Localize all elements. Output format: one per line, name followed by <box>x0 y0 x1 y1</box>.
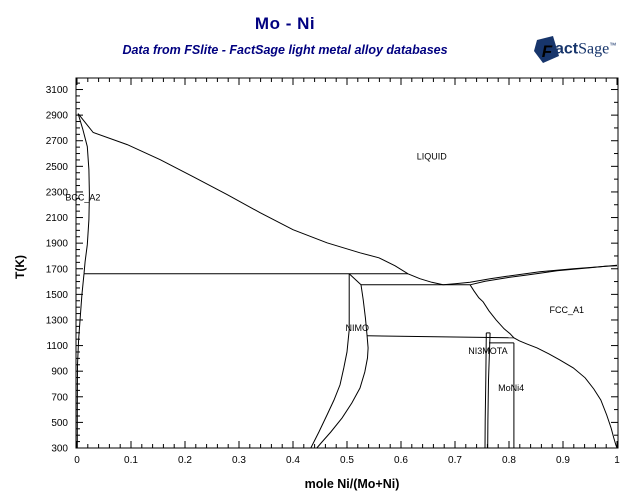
x-tick-label: 0.3 <box>232 455 246 466</box>
curve-fcc-solvus <box>469 284 618 449</box>
x-tick-label: 0.1 <box>124 455 138 466</box>
x-tick-label: 0.4 <box>286 455 300 466</box>
y-tick-label: 900 <box>51 367 68 378</box>
logo-f-letter: F <box>542 42 553 61</box>
y-tick-label: 3100 <box>46 85 69 96</box>
y-tick-label: 1900 <box>46 239 69 250</box>
x-tick-label: 0.8 <box>502 455 516 466</box>
plot-frame <box>75 77 619 449</box>
phase-label-moni4: MoNi4 <box>498 383 524 393</box>
y-tick-label: 1100 <box>46 341 68 352</box>
factsage-logo-icon: F <box>534 36 559 63</box>
x-tick-label: 0.2 <box>178 455 192 466</box>
y-tick-label: 2300 <box>46 187 69 198</box>
y-tick-label: 2100 <box>46 213 69 224</box>
y-tick-label: 1700 <box>46 264 69 275</box>
x-tick-label: 0.7 <box>448 455 462 466</box>
y-tick-label: 700 <box>51 392 68 403</box>
page-title: Mo - Ni <box>254 14 316 33</box>
y-tick-label: 2500 <box>46 162 69 173</box>
y-tick-label: 1300 <box>46 315 69 326</box>
phase-label-fcc_a1: FCC_A1 <box>550 305 585 315</box>
y-tick-label: 300 <box>51 444 68 455</box>
y-tick-label: 500 <box>51 418 68 429</box>
factsage-logo: F actSage™ <box>534 36 638 66</box>
logo-text-sage: Sage <box>578 40 610 58</box>
curve-bcc-solvus <box>76 273 85 448</box>
y-tick-label: 2900 <box>46 111 69 122</box>
x-tick-label: 0 <box>74 455 80 466</box>
x-axis-title: mole Ni/(Mo+Ni) <box>305 477 400 491</box>
curve-nimo-left-boundary <box>310 273 350 449</box>
curve-bcc-solidus <box>77 113 90 274</box>
y-tick-label: 2700 <box>46 136 69 147</box>
x-tick-label: 0.6 <box>394 455 408 466</box>
phase-label-ni3mota: NI3MOTA <box>468 346 507 356</box>
phase-label-nimo: NIMO <box>346 323 370 333</box>
phase-label-liquid: LIQUID <box>417 152 448 162</box>
curve-ni3mota-left-boundary <box>484 332 487 449</box>
curve-liquidus <box>77 113 618 286</box>
logo-text-fact: act <box>555 40 579 58</box>
curve-ni3mo-peritectoid-line <box>366 335 514 339</box>
y-axis-title: T(K) <box>13 255 27 279</box>
curve-nimo-top-boundary <box>348 273 362 286</box>
x-tick-label: 1 <box>614 455 620 466</box>
phase-label-bcc_a2: BCC_A2 <box>65 193 100 203</box>
logo-trademark: ™ <box>609 42 617 50</box>
x-tick-label: 0.5 <box>340 455 354 466</box>
curve-nimo-right-boundary <box>316 284 369 449</box>
curve-ni3mota-right-boundary <box>487 332 491 449</box>
curve-fcc-solidus <box>469 265 618 286</box>
y-tick-label: 1500 <box>46 290 69 301</box>
x-tick-label: 0.9 <box>556 455 570 466</box>
page-subtitle: Data from FSlite - FactSage light metal … <box>122 43 448 57</box>
